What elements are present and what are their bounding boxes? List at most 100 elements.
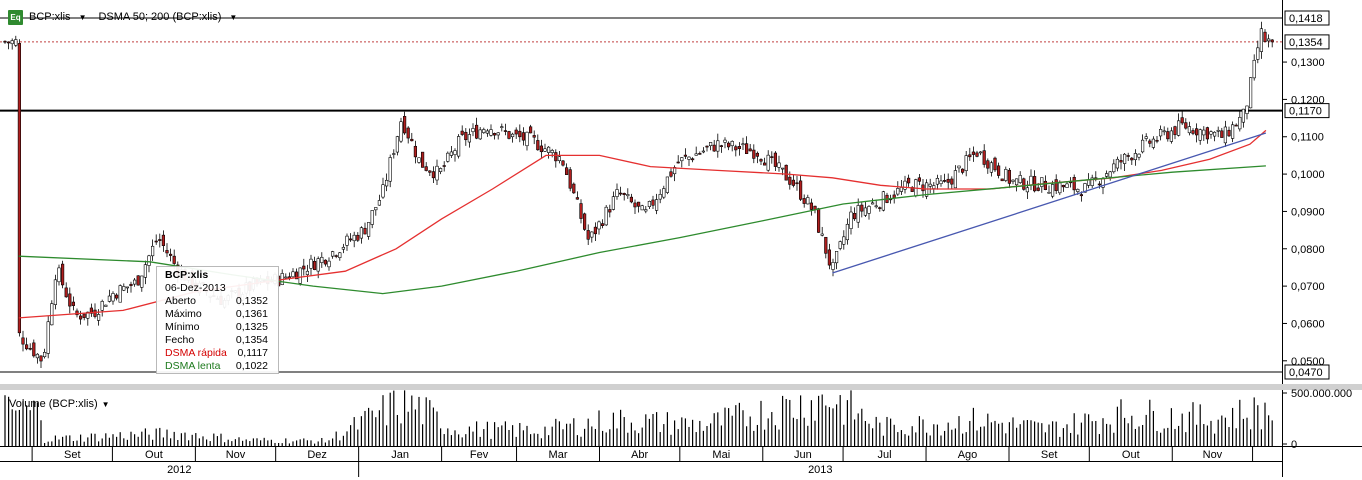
candle-down: [503, 130, 508, 132]
candle-down: [568, 169, 572, 189]
candle-down: [975, 152, 979, 157]
candle-up: [1249, 77, 1253, 109]
candle-up: [1112, 163, 1116, 173]
symbol-label[interactable]: BCP:xlis: [29, 11, 71, 23]
candle-up: [597, 221, 601, 230]
candle-up: [867, 206, 871, 214]
price-marker: 0,1354: [1284, 34, 1330, 50]
candle-down: [1007, 169, 1011, 184]
candle-down: [968, 154, 972, 158]
symbol-dropdown-icon[interactable]: ▼: [78, 12, 87, 22]
candle-up: [305, 270, 310, 275]
candle-down: [428, 170, 432, 173]
candle-down: [64, 287, 68, 298]
candle-up: [1087, 179, 1091, 186]
candle-down: [759, 159, 763, 162]
candle-up: [1162, 130, 1166, 133]
candle-down: [752, 149, 756, 159]
candle-up: [870, 202, 875, 205]
equity-badge: Eq: [8, 9, 23, 25]
candle-up: [1231, 124, 1235, 139]
candle-up: [1047, 191, 1051, 194]
candle-up: [143, 264, 148, 278]
candle-down: [521, 132, 525, 141]
info-box-row-label: Mínimo: [165, 321, 200, 333]
candle-down: [561, 160, 565, 166]
candle-up: [1040, 177, 1044, 187]
candle-down: [795, 182, 799, 185]
candle-down: [1155, 139, 1159, 142]
info-box-row: DSMA lenta 0,1022: [165, 360, 278, 373]
candle-up: [1029, 175, 1033, 186]
candle-up: [46, 321, 50, 354]
candle-up: [330, 251, 335, 257]
candle-down: [748, 148, 752, 152]
candle-down: [1072, 177, 1076, 191]
candle-up: [1123, 153, 1127, 164]
price-marker: 0,1170: [1284, 103, 1330, 119]
volume-dropdown-icon[interactable]: ▼: [101, 400, 110, 409]
candle-up: [485, 130, 490, 134]
indicator-dropdown-icon[interactable]: ▼: [229, 12, 238, 22]
info-box-symbol: BCP:xlis: [165, 269, 209, 281]
info-box-row-label: Máximo: [165, 308, 202, 320]
candle-down: [363, 227, 367, 235]
candle-down: [600, 223, 605, 226]
candle-up: [1241, 108, 1245, 123]
candle-up: [741, 143, 745, 146]
info-box-row: DSMA rápida 0,1117: [165, 347, 278, 360]
month-label: Ago: [958, 449, 978, 461]
candle-down: [1054, 179, 1058, 191]
candle-up: [615, 189, 619, 197]
candle-down: [518, 130, 522, 138]
candle-down: [1043, 180, 1047, 190]
candle-down: [474, 124, 479, 139]
candle-up: [1141, 139, 1145, 153]
info-box-row: Máximo 0,1361: [165, 308, 278, 321]
candle-up: [1256, 47, 1260, 60]
year-label: 2013: [808, 464, 832, 476]
candle-up: [298, 267, 302, 284]
candle-up: [644, 209, 648, 212]
candle-up: [500, 126, 504, 128]
candle-down: [726, 142, 731, 148]
candle-down: [960, 168, 965, 173]
candle-up: [392, 153, 396, 155]
info-box-rows: Aberto 0,1352 Máximo 0,1361 Mínimo 0,1325 Fech…: [165, 295, 278, 373]
candle-up: [352, 234, 356, 242]
month-label: Out: [145, 449, 163, 461]
candle-up: [626, 194, 630, 197]
candle-up: [125, 286, 129, 289]
candle-down: [356, 234, 360, 241]
indicator-label[interactable]: DSMA 50; 200 (BCP:xlis): [98, 11, 222, 23]
price-marker-label: 0,0470: [1289, 367, 1323, 379]
candle-down: [608, 209, 612, 213]
candle-down: [424, 166, 428, 171]
volume-label[interactable]: Volume (BCP:xlis) ▼: [9, 398, 116, 410]
candle-up: [122, 286, 126, 291]
candle-up: [381, 184, 385, 198]
candle-down: [942, 180, 947, 182]
candle-up: [557, 156, 561, 161]
candle-down: [420, 151, 425, 168]
candle-down: [75, 310, 79, 316]
candle-down: [712, 144, 716, 152]
info-box-row-label: DSMA lenta: [165, 360, 221, 372]
candle-up: [874, 205, 878, 208]
candle-up: [1209, 131, 1213, 135]
candle-down: [71, 301, 75, 306]
candle-down: [669, 171, 673, 177]
candle-down: [334, 255, 338, 257]
price-marker-box: [1284, 364, 1330, 380]
candle-down: [294, 271, 299, 280]
candle-down: [744, 143, 749, 154]
candle-down: [593, 226, 597, 235]
candle-down: [816, 208, 821, 233]
candle-down: [554, 152, 558, 162]
candle-down: [971, 151, 975, 155]
candle-down: [82, 313, 86, 318]
candle-down: [406, 127, 410, 139]
candle-down: [154, 240, 158, 243]
price-marker: 0,0470: [1284, 364, 1330, 380]
